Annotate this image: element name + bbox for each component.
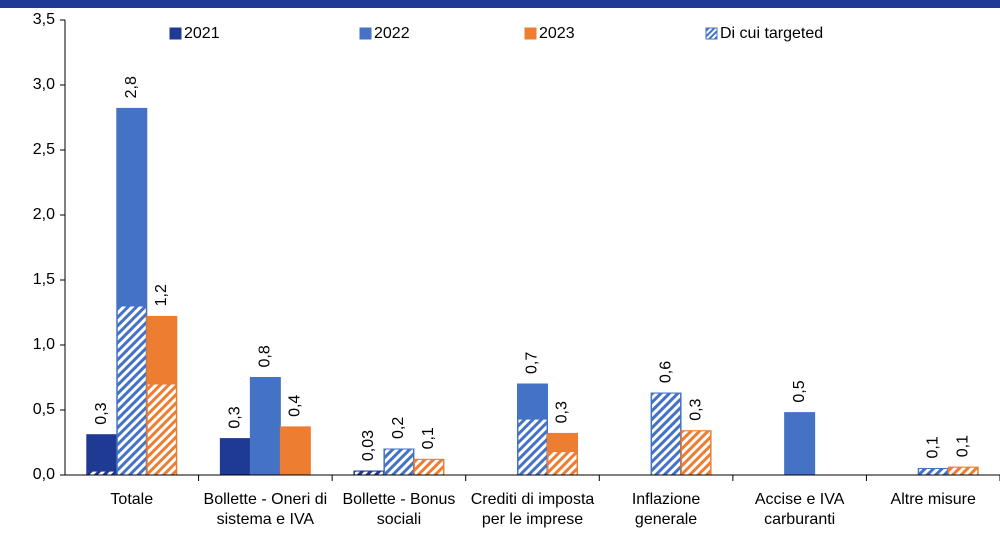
- targeted-bar: [413, 458, 444, 476]
- data-label: 0,1: [924, 436, 941, 458]
- data-label: 2,8: [123, 76, 140, 98]
- data-label: 0,5: [791, 380, 808, 402]
- bar: [784, 412, 816, 476]
- legend-label: 2022: [374, 25, 410, 42]
- data-label: 0,03: [360, 430, 377, 461]
- targeted-bar: [948, 466, 979, 476]
- y-tick-label: 3,5: [33, 11, 55, 28]
- y-tick-label: 1,5: [33, 271, 55, 288]
- y-tick-label: 3,0: [33, 76, 55, 93]
- top-band: [0, 0, 1000, 8]
- x-tick-label: Crediti di imposta per le imprese: [470, 491, 595, 528]
- legend-swatch: [169, 27, 182, 40]
- bar: [249, 377, 281, 476]
- legend-swatch: [705, 27, 718, 40]
- x-tick-label: Accise e IVA carburanti: [754, 491, 845, 528]
- y-tick-label: 2,0: [33, 206, 55, 223]
- data-label: 0,1: [954, 435, 971, 457]
- legend-label: 2023: [539, 25, 575, 42]
- bar: [219, 438, 251, 476]
- bar: [86, 434, 118, 476]
- targeted-bar: [116, 305, 147, 476]
- y-tick-label: 2,5: [33, 141, 55, 158]
- data-label: 0,8: [257, 345, 274, 367]
- targeted-bar: [651, 392, 682, 476]
- legend-swatch: [359, 27, 372, 40]
- legend-label: Di cui targeted: [720, 25, 823, 42]
- targeted-bar: [547, 451, 578, 476]
- targeted-bar: [681, 430, 712, 476]
- data-label: 0,3: [93, 402, 110, 424]
- data-label: 0,6: [657, 361, 674, 383]
- targeted-bar: [353, 470, 384, 476]
- data-label: 0,1: [420, 427, 437, 449]
- targeted-bar: [86, 470, 117, 476]
- targeted-bar: [146, 383, 177, 476]
- legend-swatch: [524, 27, 537, 40]
- targeted-bar: [517, 418, 548, 476]
- targeted-bar: [383, 448, 414, 476]
- x-tick-label: Bollette - Bonus sociali: [342, 491, 456, 528]
- x-tick-label: Altre misure: [890, 491, 976, 508]
- data-label: 0,3: [227, 406, 244, 428]
- data-label: 0,2: [390, 417, 407, 439]
- y-tick-label: 1,0: [33, 336, 55, 353]
- data-label: 0,3: [687, 398, 704, 420]
- bar: [279, 426, 311, 476]
- y-tick-label: 0,5: [33, 401, 55, 418]
- targeted-bar: [918, 468, 949, 476]
- data-label: 0,7: [524, 352, 541, 374]
- legend-label: 2021: [184, 25, 220, 42]
- x-tick-label: Inflazione generale: [631, 491, 701, 528]
- data-label: 0,4: [287, 395, 304, 417]
- data-label: 0,3: [554, 401, 571, 423]
- x-tick-label: Totale: [110, 491, 154, 508]
- y-tick-label: 0,0: [33, 466, 55, 483]
- x-tick-label: Bollette - Oneri di sistema e IVA: [203, 491, 328, 528]
- data-label: 1,2: [153, 284, 170, 306]
